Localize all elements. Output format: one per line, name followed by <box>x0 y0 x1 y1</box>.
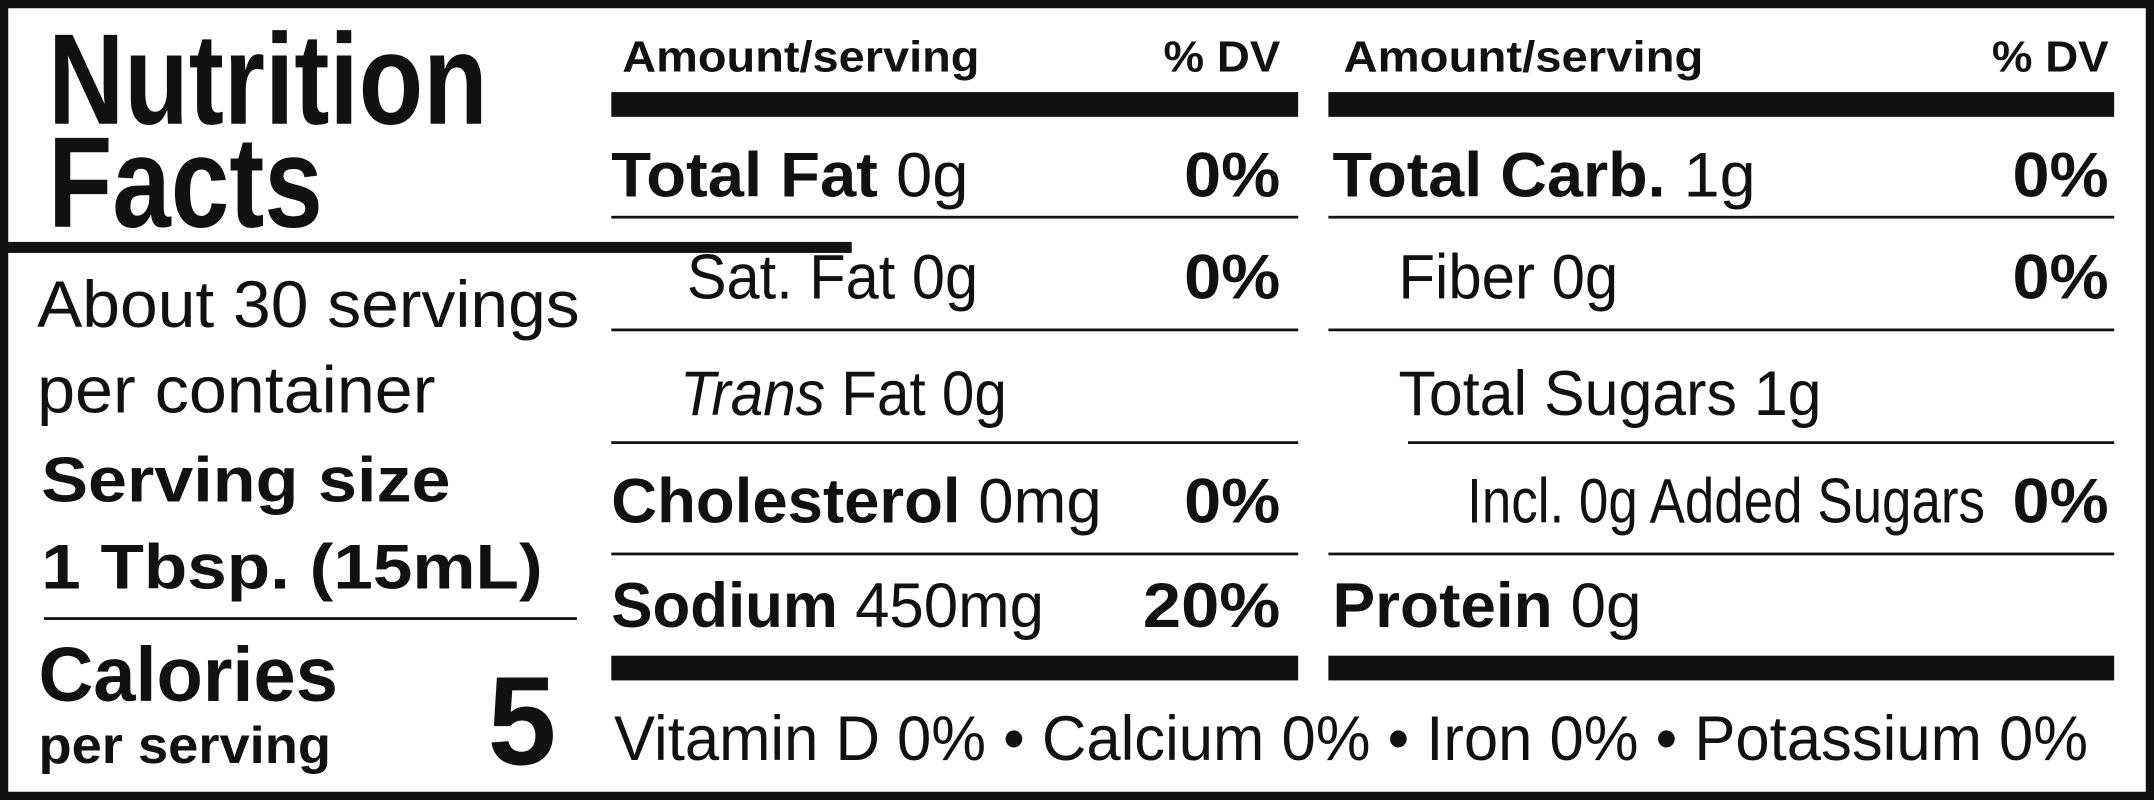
bar <box>611 92 1299 117</box>
nutrient: Sodium 450mg <box>611 571 1044 641</box>
nutrient-name: Total Sugars <box>1398 359 1736 429</box>
rule <box>611 441 1299 444</box>
nutrient-amount: 1g <box>1684 141 1756 211</box>
rule <box>611 215 1299 219</box>
nutrient-name: Incl. 0g Added Sugars <box>1467 466 1985 536</box>
rule <box>43 617 577 620</box>
nutrient-amount: 0mg <box>978 466 1102 536</box>
nutrient-name: Fiber <box>1398 242 1534 312</box>
bar <box>611 655 1299 681</box>
nutrient: Protein 0g <box>1333 571 1642 641</box>
servings: per container <box>37 352 435 426</box>
daily-value: 0% <box>2013 141 2109 211</box>
nutrient-name: Sodium <box>611 571 838 641</box>
rule <box>611 328 1299 332</box>
nutrient-name: Sat. Fat <box>687 242 896 312</box>
nutrient-name: Total Fat <box>611 141 878 211</box>
footer: Vitamin D 0% • Calcium 0% • Iron 0% • Po… <box>614 704 2088 774</box>
daily-value: 0% <box>1184 141 1280 211</box>
serving-size-value: 1 Tbsp. (15mL) <box>41 532 542 602</box>
nutrient-name: Cholesterol <box>611 466 960 536</box>
nutrient: Total Fat 0g <box>611 141 968 211</box>
daily-value: 0% <box>1184 466 1280 536</box>
nutrient-amount: 0g <box>896 141 968 211</box>
nutrient-amount: 0g <box>942 359 1007 429</box>
rule <box>6 241 852 253</box>
rule <box>1328 552 2115 556</box>
title: Nutrition <box>48 8 488 152</box>
nutrient: Cholesterol 0mg <box>611 466 1101 536</box>
daily-value: 0% <box>1184 242 1280 312</box>
nutrient: Sat. Fat 0g <box>687 242 978 312</box>
nutrient: Fiber 0g <box>1398 242 1618 312</box>
serving-size-label: Serving size <box>41 446 450 516</box>
bar <box>1328 655 2115 681</box>
rule <box>1328 328 2115 332</box>
daily-value: 20% <box>1143 571 1280 641</box>
nutrient-name-italic: Trans <box>680 359 825 429</box>
column-header: % DV <box>1164 32 1281 81</box>
nutrient: Total Carb. 1g <box>1333 141 1756 211</box>
rule <box>1408 441 2115 444</box>
bar <box>1328 92 2115 117</box>
nutrient-name: Fat <box>841 359 926 429</box>
daily-value: 0% <box>2013 242 2109 312</box>
calories-sublabel: per serving <box>38 717 331 775</box>
column-header: Amount/serving <box>1344 32 1704 81</box>
calories-value: 5 <box>488 650 557 791</box>
nutrient-name: Total Carb. <box>1333 141 1666 211</box>
daily-value: 0% <box>2013 466 2109 536</box>
nutrient-amount: 0g <box>1552 242 1619 312</box>
nutrient-amount: 450mg <box>855 571 1044 641</box>
nutrient-amount: 0g <box>912 242 978 312</box>
nutrient-amount: 1g <box>1754 359 1822 429</box>
nutrient-amount: 0g <box>1570 571 1641 641</box>
column-header: Amount/serving <box>622 32 979 81</box>
servings: About 30 servings <box>37 267 580 341</box>
calories-label: Calories <box>38 632 337 718</box>
rule <box>1328 215 2115 219</box>
nutrient: Total Sugars 1g <box>1398 359 1821 429</box>
column-header: % DV <box>1992 32 2109 81</box>
nutrient: Trans Fat 0g <box>680 359 1007 429</box>
nutrient-name: Protein <box>1333 571 1553 641</box>
rule <box>611 552 1299 556</box>
title: Facts <box>48 111 323 255</box>
